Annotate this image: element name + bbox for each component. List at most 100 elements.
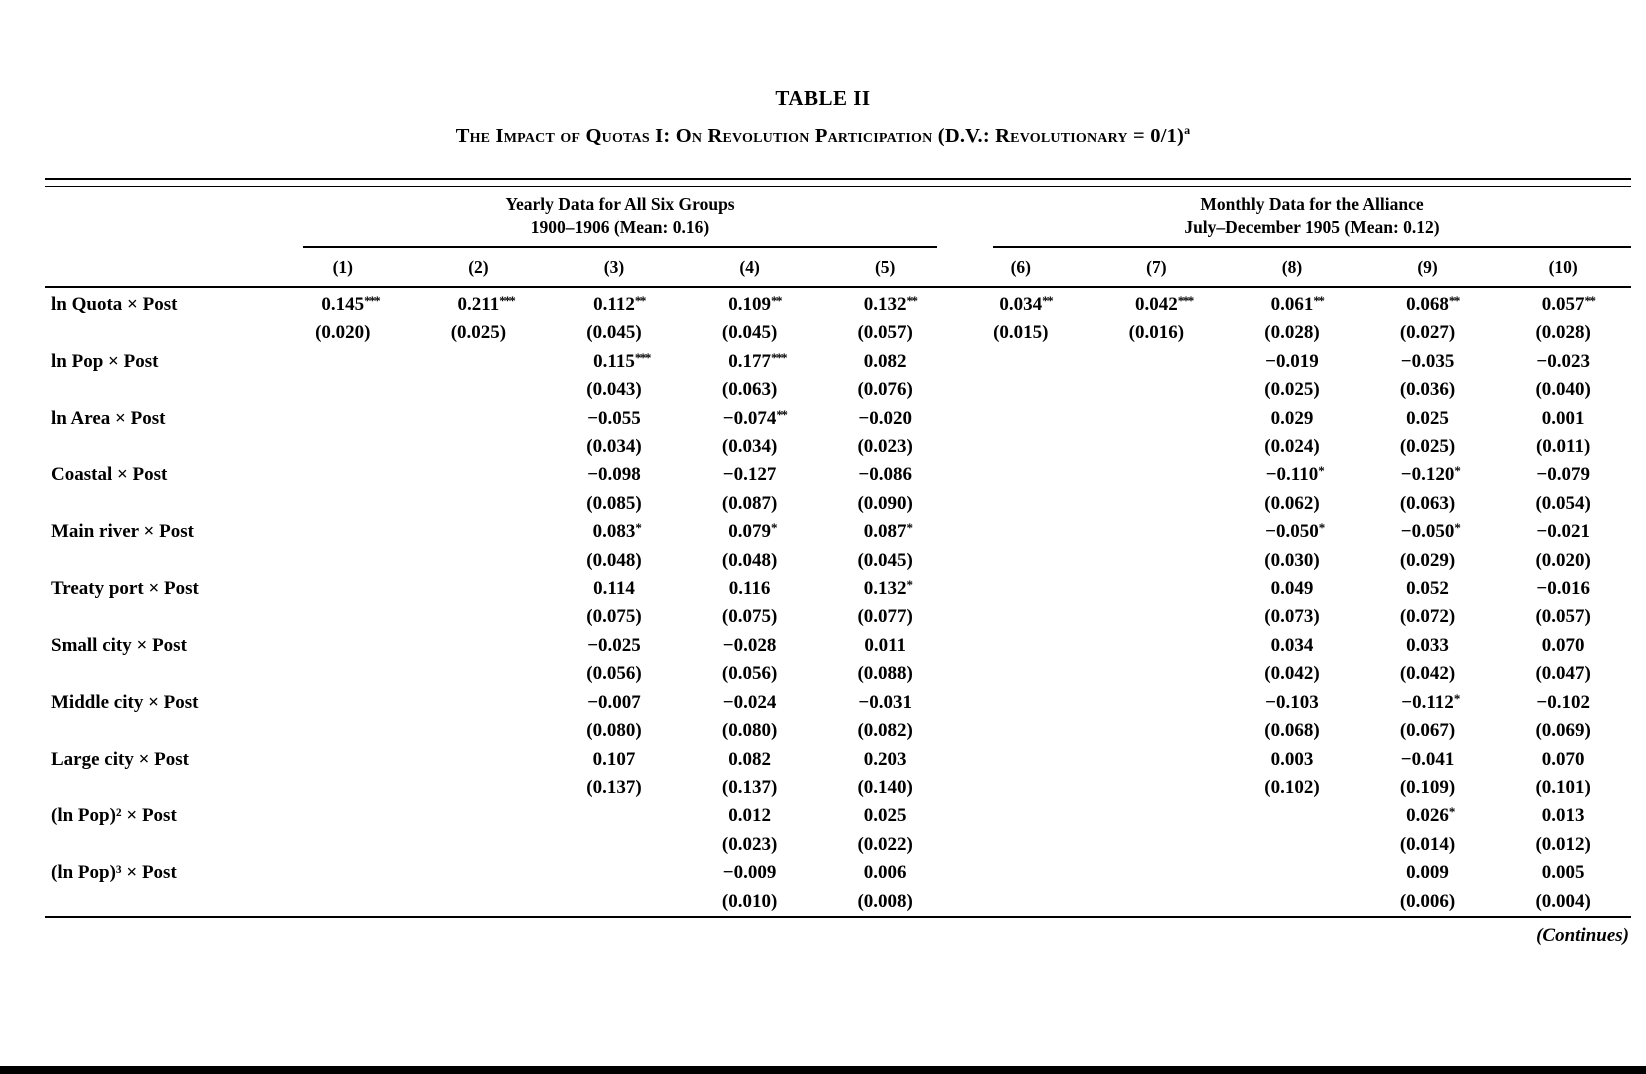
coef-value: 0.079 * — [728, 520, 777, 542]
se-cell — [411, 831, 547, 859]
coef-value: 0.145 *** — [321, 293, 380, 315]
row-label: Coastal × Post — [51, 464, 168, 486]
se-cell — [1088, 887, 1225, 918]
significance-stars: ** — [634, 293, 647, 308]
coef-value: −0.020 — [858, 407, 912, 429]
se-cell: (0.028) — [1535, 322, 1591, 344]
column-group-monthly-box: Monthly Data for the Alliance July–Decem… — [992, 187, 1631, 248]
coef-cell: 0.068 ** — [1360, 287, 1496, 319]
coef-value: −0.016 — [1536, 578, 1590, 600]
coef-value: 0.116 — [728, 578, 771, 600]
table-number-label: TABLE II — [775, 86, 871, 110]
coef-value: −0.074 ** — [723, 407, 788, 429]
coef-value: 0.083 * — [593, 520, 642, 542]
se-cell — [1089, 603, 1225, 631]
coef-cell: 0.107 — [546, 746, 682, 774]
coef-cell — [275, 689, 411, 717]
coef-value: −0.098 — [587, 464, 641, 486]
se-cell: (0.072) — [1399, 606, 1456, 628]
coef-value: 0.012 — [728, 805, 771, 827]
coef-cell — [1089, 518, 1225, 546]
se-cell: (0.006) — [1359, 887, 1496, 918]
se-cell: (0.048) — [586, 549, 642, 571]
se-cell — [411, 547, 547, 575]
se-cell: (0.056) — [586, 663, 642, 685]
coef-cell — [953, 689, 1089, 717]
se-cell: (0.057) — [857, 322, 913, 344]
coef-cell: 0.082 — [817, 348, 953, 376]
se-cell — [952, 887, 1089, 918]
se-cell: (0.016) — [1128, 322, 1185, 344]
coef-row: (ln Pop)³ × Post −0.009 0.006 0.009 0.005 — [45, 859, 1631, 887]
coef-value: 0.033 — [1406, 634, 1449, 656]
se-cell: (0.014) — [1399, 833, 1456, 855]
coef-cell: −0.007 — [546, 689, 682, 717]
se-cell: (0.047) — [1535, 663, 1591, 685]
coef-cell: 0.132 ** — [817, 287, 953, 319]
coef-cell — [275, 461, 411, 489]
se-cell: (0.011) — [1535, 436, 1591, 458]
coef-cell: 0.029 — [1224, 405, 1360, 433]
column-number: (2) — [410, 248, 547, 288]
coef-row: ln Quota × Post 0.145 *** 0.211 *** 0.112 ** 0.… — [45, 287, 1631, 319]
significance-stars: * — [770, 520, 778, 536]
row-label-spacer — [45, 887, 275, 918]
coef-cell: 0.033 — [1360, 632, 1496, 660]
top-double-rule — [45, 178, 1631, 187]
group-yearly-title: Yearly Data for All Six Groups — [505, 194, 735, 214]
coef-cell: 0.034 — [1224, 632, 1360, 660]
coef-cell: 0.115 *** — [546, 348, 682, 376]
coef-value: 0.107 — [592, 748, 636, 770]
se-row: (0.048) (0.048) (0.045) (0.030) (0.029) (0.02… — [45, 547, 1631, 575]
coef-cell — [1089, 689, 1225, 717]
se-cell — [1089, 831, 1225, 859]
coef-cell: 0.011 — [817, 632, 953, 660]
coef-cell: −0.055 — [546, 405, 682, 433]
se-cell: (0.010) — [681, 887, 818, 918]
se-cell: (0.090) — [857, 492, 913, 514]
coef-value: −0.021 — [1536, 521, 1590, 543]
table-title-text: The Impact of Quotas I: On Revolution Pa… — [455, 124, 1185, 147]
se-cell — [411, 660, 547, 688]
coef-cell — [275, 746, 411, 774]
coef-value: 0.029 — [1270, 407, 1314, 429]
coef-value: 0.034 — [1270, 634, 1314, 656]
se-cell — [275, 603, 411, 631]
row-label-spacer — [45, 376, 275, 404]
se-cell — [275, 831, 411, 859]
coef-cell: −0.024 — [682, 689, 818, 717]
coef-value: 0.115 *** — [593, 350, 651, 372]
column-group-row: Yearly Data for All Six Groups 1900–1906… — [45, 187, 1631, 248]
table-body: ln Quota × Post 0.145 *** 0.211 *** 0.112 ** 0.… — [45, 287, 1631, 918]
coef-cell: −0.103 — [1224, 689, 1360, 717]
se-cell: (0.088) — [857, 663, 913, 685]
significance-stars: * — [1318, 520, 1326, 536]
coef-row: Small city × Post −0.025 −0.028 0.011 0.034 0… — [45, 632, 1631, 660]
coef-value: 0.009 — [1406, 862, 1449, 884]
coef-value: 0.013 — [1541, 805, 1585, 827]
row-label: Treaty port × Post — [51, 578, 199, 600]
significance-stars: ** — [1448, 293, 1461, 308]
coef-value: 0.042 *** — [1135, 293, 1194, 315]
significance-stars: * — [635, 520, 642, 536]
se-cell: (0.030) — [1264, 549, 1320, 571]
significance-stars: ** — [776, 406, 788, 422]
coef-cell: 0.012 — [682, 802, 818, 830]
coef-cell: −0.028 — [682, 632, 818, 660]
scan-bottom-bar — [0, 1066, 1646, 1074]
se-cell: (0.045) — [857, 549, 913, 571]
se-cell — [953, 433, 1089, 461]
coef-value: −0.120 * — [1401, 463, 1461, 485]
significance-stars: *** — [1177, 293, 1195, 308]
coef-cell: −0.050 * — [1360, 518, 1496, 546]
significance-stars: *** — [364, 293, 381, 308]
coef-value: 0.003 — [1270, 748, 1314, 770]
se-row: (0.023) (0.022) (0.014) (0.012) — [45, 831, 1631, 859]
coef-value: −0.007 — [587, 691, 641, 713]
coef-cell — [275, 575, 411, 603]
coef-cell: −0.120 * — [1360, 461, 1496, 489]
coef-cell: 0.026 * — [1360, 802, 1496, 830]
group-monthly-title: Monthly Data for the Alliance — [1200, 194, 1424, 214]
coef-cell: 0.070 — [1495, 746, 1631, 774]
column-number: (6) — [952, 248, 1089, 288]
